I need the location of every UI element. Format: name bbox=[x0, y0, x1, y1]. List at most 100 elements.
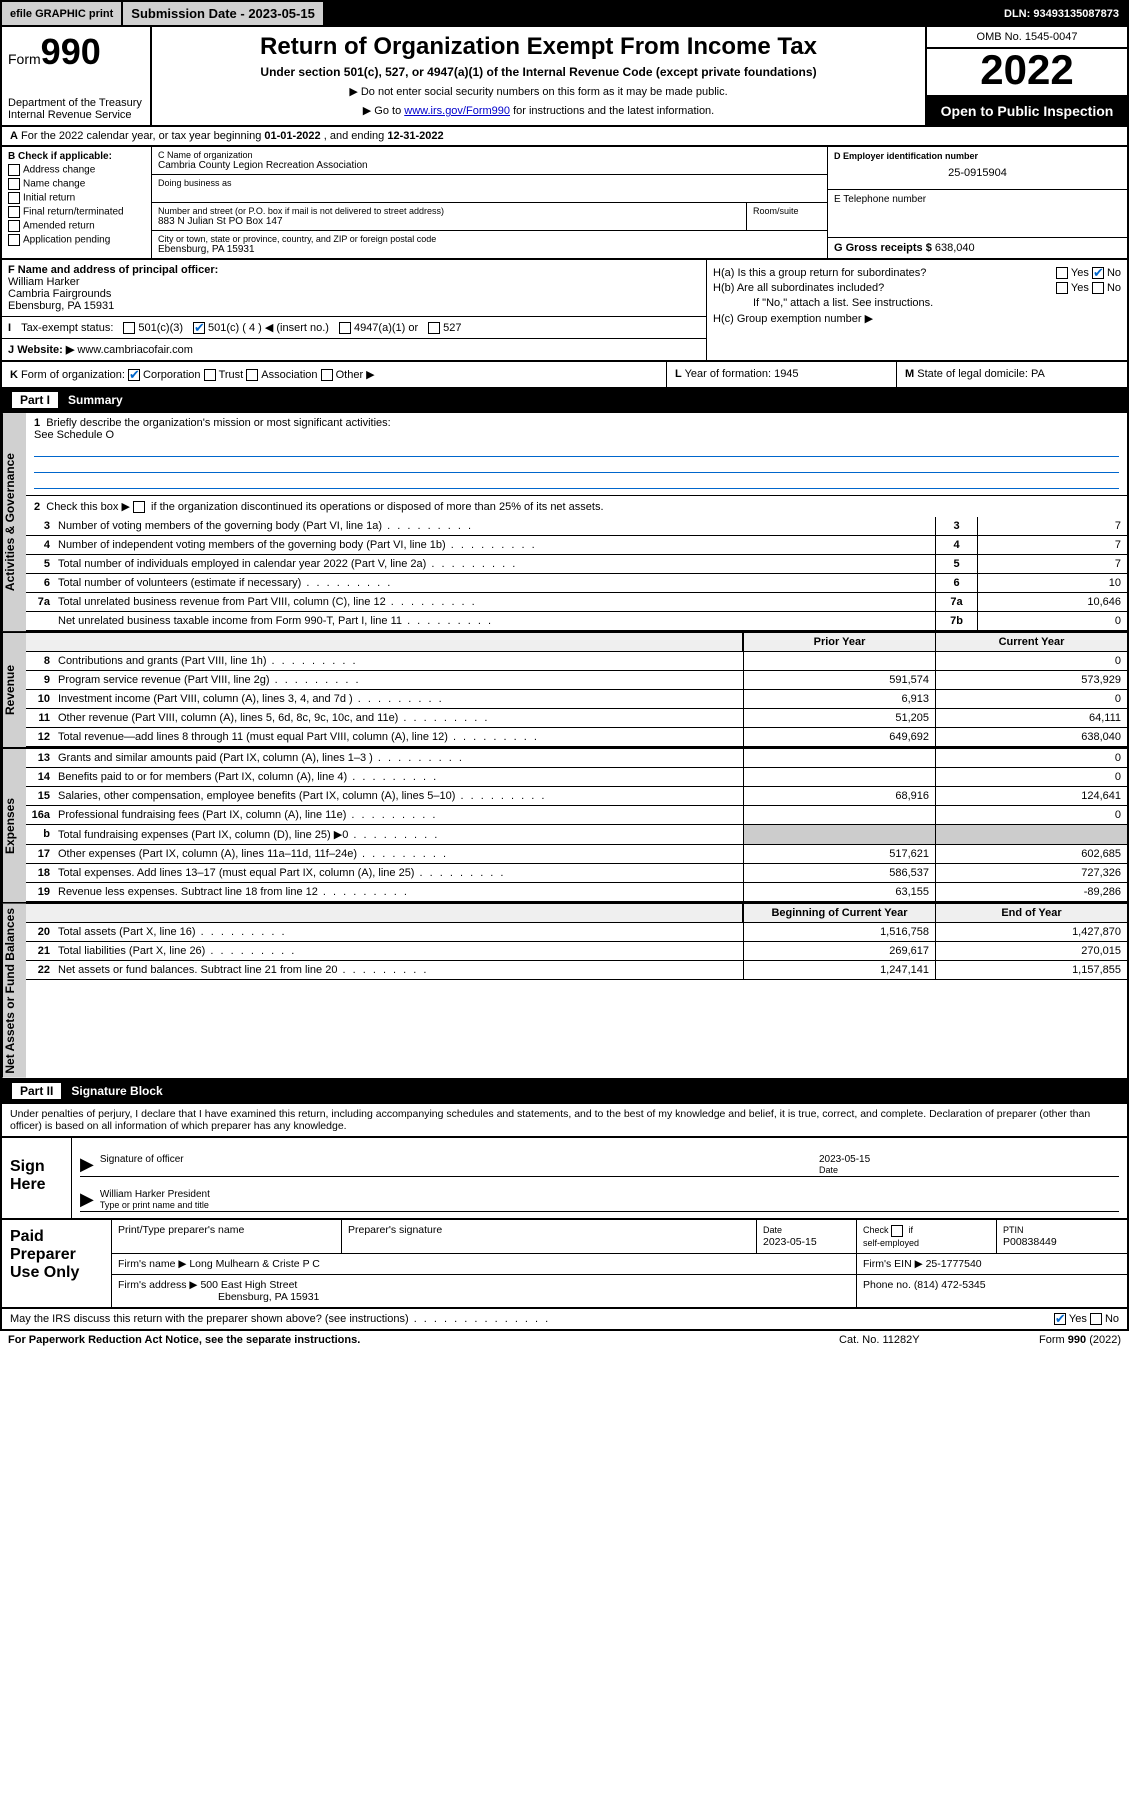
sig-date-val: 2023-05-15 bbox=[819, 1154, 870, 1165]
form-header: Form990 Department of the Treasury Inter… bbox=[0, 27, 1129, 127]
rowA-mid: , and ending bbox=[321, 130, 388, 142]
label-phone: E Telephone number bbox=[834, 194, 1121, 205]
hdr-prior-year: Prior Year bbox=[743, 633, 935, 651]
hb-no-chk[interactable] bbox=[1092, 282, 1104, 294]
discuss-answer: Yes No bbox=[1054, 1313, 1119, 1325]
check-option[interactable]: Name change bbox=[8, 178, 145, 190]
discuss-q: May the IRS discuss this return with the… bbox=[10, 1313, 409, 1325]
chk-527[interactable]: 527 bbox=[428, 322, 461, 334]
data-row: 18Total expenses. Add lines 13–17 (must … bbox=[26, 864, 1127, 883]
data-row: bTotal fundraising expenses (Part IX, co… bbox=[26, 825, 1127, 845]
self-emp-chk[interactable] bbox=[891, 1225, 903, 1237]
dba-block: Doing business as bbox=[152, 175, 827, 203]
chk-other[interactable] bbox=[321, 369, 333, 381]
officer-addr2: Ebensburg, PA 15931 bbox=[8, 300, 114, 312]
hb-yes-chk[interactable] bbox=[1056, 282, 1068, 294]
ptin-l: PTIN bbox=[1003, 1225, 1024, 1235]
form-990-big: 990 bbox=[41, 31, 101, 72]
hb-yes: Yes bbox=[1071, 282, 1089, 294]
discuss-no-chk[interactable] bbox=[1090, 1313, 1102, 1325]
section-revenue: Revenue Prior Year Current Year 8Contrib… bbox=[0, 633, 1129, 749]
gov-body: 1 Briefly describe the organization's mi… bbox=[26, 413, 1127, 631]
city-block: City or town, state or province, country… bbox=[152, 231, 827, 258]
chk-4947[interactable]: 4947(a)(1) or bbox=[339, 322, 418, 334]
efile-label: efile GRAPHIC print bbox=[2, 2, 123, 25]
form-prefix: Form bbox=[8, 51, 41, 67]
room-suite: Room/suite bbox=[747, 203, 827, 230]
discuss-text: May the IRS discuss this return with the… bbox=[10, 1313, 1054, 1325]
sig-date: 2023-05-15Date bbox=[819, 1154, 1119, 1176]
check-option[interactable]: Initial return bbox=[8, 192, 145, 204]
chk-trust[interactable] bbox=[204, 369, 216, 381]
arrow-icon: ▶ bbox=[80, 1154, 94, 1176]
data-row: 14Benefits paid to or for members (Part … bbox=[26, 768, 1127, 787]
label-l: L bbox=[675, 368, 682, 380]
exp-body: 13Grants and similar amounts paid (Part … bbox=[26, 749, 1127, 902]
l-text: Year of formation: 1945 bbox=[685, 368, 799, 380]
firm-name-v: Long Mulhearn & Criste P C bbox=[189, 1258, 320, 1270]
row-k-l-m: K Form of organization: Corporation Trus… bbox=[0, 362, 1129, 389]
open-public-badge: Open to Public Inspection bbox=[927, 97, 1127, 125]
q1-answer: See Schedule O bbox=[34, 429, 114, 441]
check-option[interactable]: Final return/terminated bbox=[8, 206, 145, 218]
part2-label: Part II bbox=[12, 1083, 61, 1099]
q2-text: Check this box ▶ if the organization dis… bbox=[46, 501, 603, 513]
part1-label: Part I bbox=[12, 392, 58, 408]
check-option[interactable]: Amended return bbox=[8, 220, 145, 232]
check-option[interactable]: Application pending bbox=[8, 234, 145, 246]
rev-col-header: Prior Year Current Year bbox=[26, 633, 1127, 652]
data-row: 13Grants and similar amounts paid (Part … bbox=[26, 749, 1127, 768]
paid-preparer-block: Paid Preparer Use Only Print/Type prepar… bbox=[0, 1220, 1129, 1309]
data-row: 19Revenue less expenses. Subtract line 1… bbox=[26, 883, 1127, 902]
rule-line bbox=[34, 475, 1119, 489]
check-option[interactable]: Address change bbox=[8, 164, 145, 176]
form-ref: Form 990 (2022) bbox=[1039, 1334, 1121, 1346]
discuss-yes-chk[interactable] bbox=[1054, 1313, 1066, 1325]
rev-body: Prior Year Current Year 8Contributions a… bbox=[26, 633, 1127, 747]
data-row: 9Program service revenue (Part VIII, lin… bbox=[26, 671, 1127, 690]
opt-501c: 501(c) ( 4 ) ◀ (insert no.) bbox=[208, 322, 329, 334]
chk-501c3[interactable]: 501(c)(3) bbox=[123, 322, 183, 334]
label-dba: Doing business as bbox=[158, 178, 821, 188]
opt-501c3: 501(c)(3) bbox=[138, 322, 183, 334]
firm-phone: Phone no. (814) 472-5345 bbox=[857, 1275, 1127, 1307]
pp-date: Date2023-05-15 bbox=[757, 1220, 857, 1253]
gov-row: 4Number of independent voting members of… bbox=[26, 536, 1127, 555]
col-d-e-g: D Employer identification number 25-0915… bbox=[827, 147, 1127, 258]
data-row: 20Total assets (Part X, line 16)1,516,75… bbox=[26, 923, 1127, 942]
k-corp: Corporation bbox=[143, 369, 200, 381]
submission-date-button[interactable]: Submission Date - 2023-05-15 bbox=[123, 2, 325, 25]
officer-name: William Harker bbox=[8, 276, 80, 288]
firm-addr2: Ebensburg, PA 15931 bbox=[118, 1291, 319, 1303]
side-net-assets: Net Assets or Fund Balances bbox=[2, 904, 26, 1078]
hdr-end-year: End of Year bbox=[935, 904, 1127, 922]
form-number: Form990 bbox=[8, 31, 144, 73]
header-right: OMB No. 1545-0047 2022 Open to Public In… bbox=[927, 27, 1127, 125]
cat-no: Cat. No. 11282Y bbox=[839, 1334, 1039, 1346]
gov-row: 3Number of voting members of the governi… bbox=[26, 517, 1127, 536]
firm-name: Firm's name ▶ Long Mulhearn & Criste P C bbox=[112, 1254, 857, 1274]
ha-no-chk[interactable] bbox=[1092, 267, 1104, 279]
irs-link[interactable]: www.irs.gov/Form990 bbox=[404, 105, 510, 117]
label-m: M bbox=[905, 368, 914, 380]
hb-text: H(b) Are all subordinates included? bbox=[713, 282, 884, 294]
dept-line: Department of the Treasury bbox=[8, 97, 144, 109]
discuss-no: No bbox=[1105, 1313, 1119, 1325]
hb-no: No bbox=[1107, 282, 1121, 294]
q2-discontinued: 2 Check this box ▶ if the organization d… bbox=[26, 496, 1127, 517]
data-row: 10Investment income (Part VIII, column (… bbox=[26, 690, 1127, 709]
chk-501c[interactable]: 501(c) ( 4 ) ◀ (insert no.) bbox=[193, 321, 329, 334]
chk-corp[interactable] bbox=[128, 369, 140, 381]
signature-line: ▶ Signature of officer 2023-05-15Date bbox=[80, 1154, 1119, 1177]
part2-title: Signature Block bbox=[71, 1084, 162, 1098]
chk-assoc[interactable] bbox=[246, 369, 258, 381]
org-name-block: C Name of organization Cambria County Le… bbox=[152, 147, 827, 175]
firm-addr-l: Firm's address ▶ bbox=[118, 1279, 198, 1291]
q2-checkbox[interactable] bbox=[133, 501, 145, 513]
m-text: State of legal domicile: PA bbox=[917, 368, 1045, 380]
pp-date-v: 2023-05-15 bbox=[763, 1236, 817, 1248]
data-row: 12Total revenue—add lines 8 through 11 (… bbox=[26, 728, 1127, 747]
ha-yes-chk[interactable] bbox=[1056, 267, 1068, 279]
typed-name: William Harker President Type or print n… bbox=[100, 1189, 1119, 1211]
firm-addr1: 500 East High Street bbox=[200, 1279, 297, 1291]
